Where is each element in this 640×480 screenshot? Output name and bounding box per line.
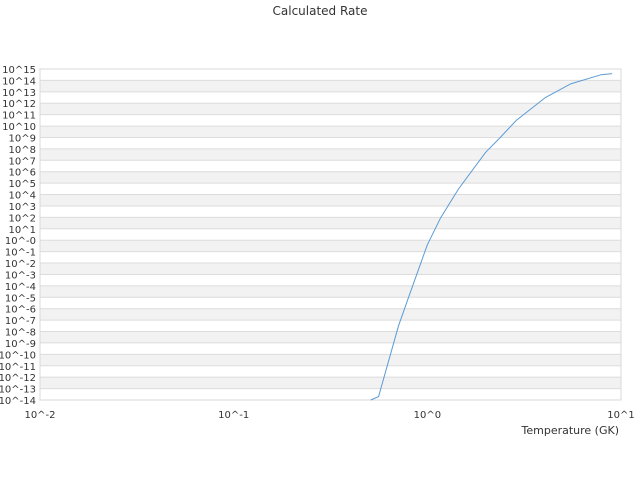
y-tick-label: 10^5 [9,179,36,190]
y-tick-label: 10^11 [2,111,36,122]
y-tick-label: 10^-2 [5,259,36,270]
grid-band [40,285,621,298]
grid-band [40,148,621,161]
y-tick-label: 10^8 [9,145,36,156]
grid-band [40,354,621,366]
y-tick-label: 10^12 [2,99,36,110]
y-tick-label: 10^2 [9,213,36,224]
grid-band [40,331,621,343]
y-tick-label: 10^3 [9,202,36,213]
y-tick-label: 10^-8 [5,328,36,339]
x-tick-label: 10^-2 [24,410,55,421]
y-tick-label: 10^-11 [0,362,36,373]
y-tick-label: 10^15 [2,65,36,76]
x-tick-label: 10^0 [414,410,441,421]
y-tick-label: 10^13 [2,88,36,99]
y-tick-label: 10^-3 [5,270,36,281]
plot-frame [39,68,622,401]
grid-band [40,217,621,229]
y-tick-label: 10^-10 [0,350,36,361]
y-tick-label: 10^-5 [5,293,36,304]
grid-band [40,171,621,184]
y-tick-label: 10^9 [9,133,36,144]
grid-band [40,377,621,389]
y-tick-label: 10^4 [9,191,36,202]
x-tick-label: 10^-1 [218,410,249,421]
y-tick-label: 10^-13 [0,385,36,396]
chart-title: Calculated Rate [272,4,368,18]
grid-band [40,263,621,275]
y-tick-label: 10^-14 [0,396,36,407]
grid-band [40,126,621,138]
x-tick-label: 10^1 [607,410,634,421]
y-tick-label: 10^-9 [5,339,36,350]
series-line [370,73,613,401]
y-tick-label: 10^6 [9,168,36,179]
y-tick-label: 10^10 [2,122,36,133]
grid-band [40,308,621,321]
y-tick-label: 10^-6 [5,305,36,316]
x-axis-label: Temperature (GK) [521,424,620,437]
y-tick-label: 10^7 [9,156,36,167]
grid-band [40,194,621,206]
grid-band [40,80,621,92]
y-tick-label: 10^-1 [5,248,36,259]
y-tick-label: 10^-12 [0,373,36,384]
y-tick-label: 10^-0 [5,236,36,247]
y-tick-label: 10^1 [9,225,36,236]
grid-band [40,103,621,115]
y-tick-label: 10^14 [2,76,36,87]
y-tick-label: 10^-4 [5,282,36,293]
y-tick-label: 10^-7 [5,316,36,327]
grid-band [40,240,621,252]
